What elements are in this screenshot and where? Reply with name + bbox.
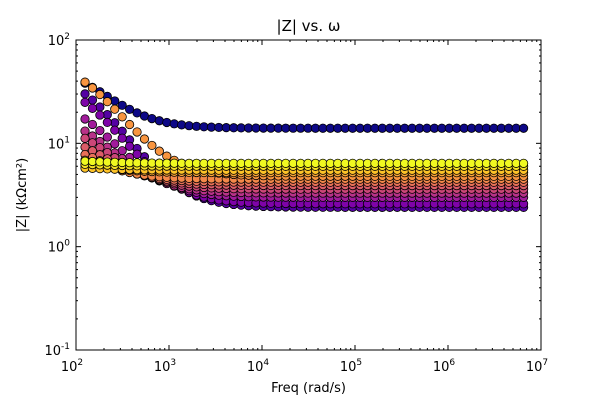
data-point — [139, 134, 150, 144]
x-tick-label: 105 — [340, 358, 362, 375]
data-point — [87, 103, 98, 113]
data-point — [110, 125, 120, 135]
data-point — [87, 138, 98, 148]
data-point — [80, 97, 90, 107]
data-point — [87, 119, 98, 130]
data-point — [162, 117, 172, 128]
data-point — [518, 158, 529, 168]
data-point — [132, 127, 142, 137]
data-point — [80, 89, 90, 99]
data-point — [80, 114, 90, 124]
data-point — [154, 146, 164, 156]
data-point — [125, 119, 135, 130]
data-point — [95, 125, 105, 136]
y-tick-label: 100 — [48, 239, 71, 256]
data-point — [117, 100, 127, 110]
data-point — [102, 97, 112, 107]
x-tick-label: 102 — [61, 358, 83, 375]
x-axis-label: Freq (rad/s) — [271, 381, 346, 396]
y-tick-label: 101 — [48, 135, 70, 152]
data-point — [95, 89, 105, 100]
plot-frame — [75, 39, 542, 351]
x-tick-label: 104 — [247, 358, 270, 375]
data-point — [80, 133, 90, 143]
axis-ticks: 102 103 104 105 106 107 10-1 100 101 102 — [44, 32, 548, 375]
data-point — [110, 139, 120, 149]
y-tick-label: 102 — [48, 32, 70, 49]
data-point — [95, 102, 105, 112]
data-point — [147, 140, 157, 151]
data-point — [80, 77, 90, 87]
chart-title: |Z| vs. ω — [277, 17, 341, 35]
data-point — [117, 112, 127, 122]
data-point — [95, 110, 105, 120]
data-point — [125, 141, 135, 151]
data-point — [102, 117, 112, 128]
data-point — [169, 119, 179, 129]
data-point — [110, 104, 120, 114]
x-tick-label: 106 — [433, 358, 456, 375]
data-point — [102, 132, 112, 142]
data-point — [87, 83, 98, 93]
data-point — [125, 104, 135, 114]
x-tick-label: 103 — [154, 358, 176, 375]
scatter-points — [80, 77, 529, 212]
y-tick-label: 10-1 — [44, 342, 70, 359]
x-tick-label: 107 — [526, 358, 548, 375]
data-point — [117, 133, 127, 143]
data-point — [154, 116, 164, 126]
y-axis-label: |Z| (kΩcm²) — [15, 158, 30, 232]
data-point — [518, 123, 529, 133]
